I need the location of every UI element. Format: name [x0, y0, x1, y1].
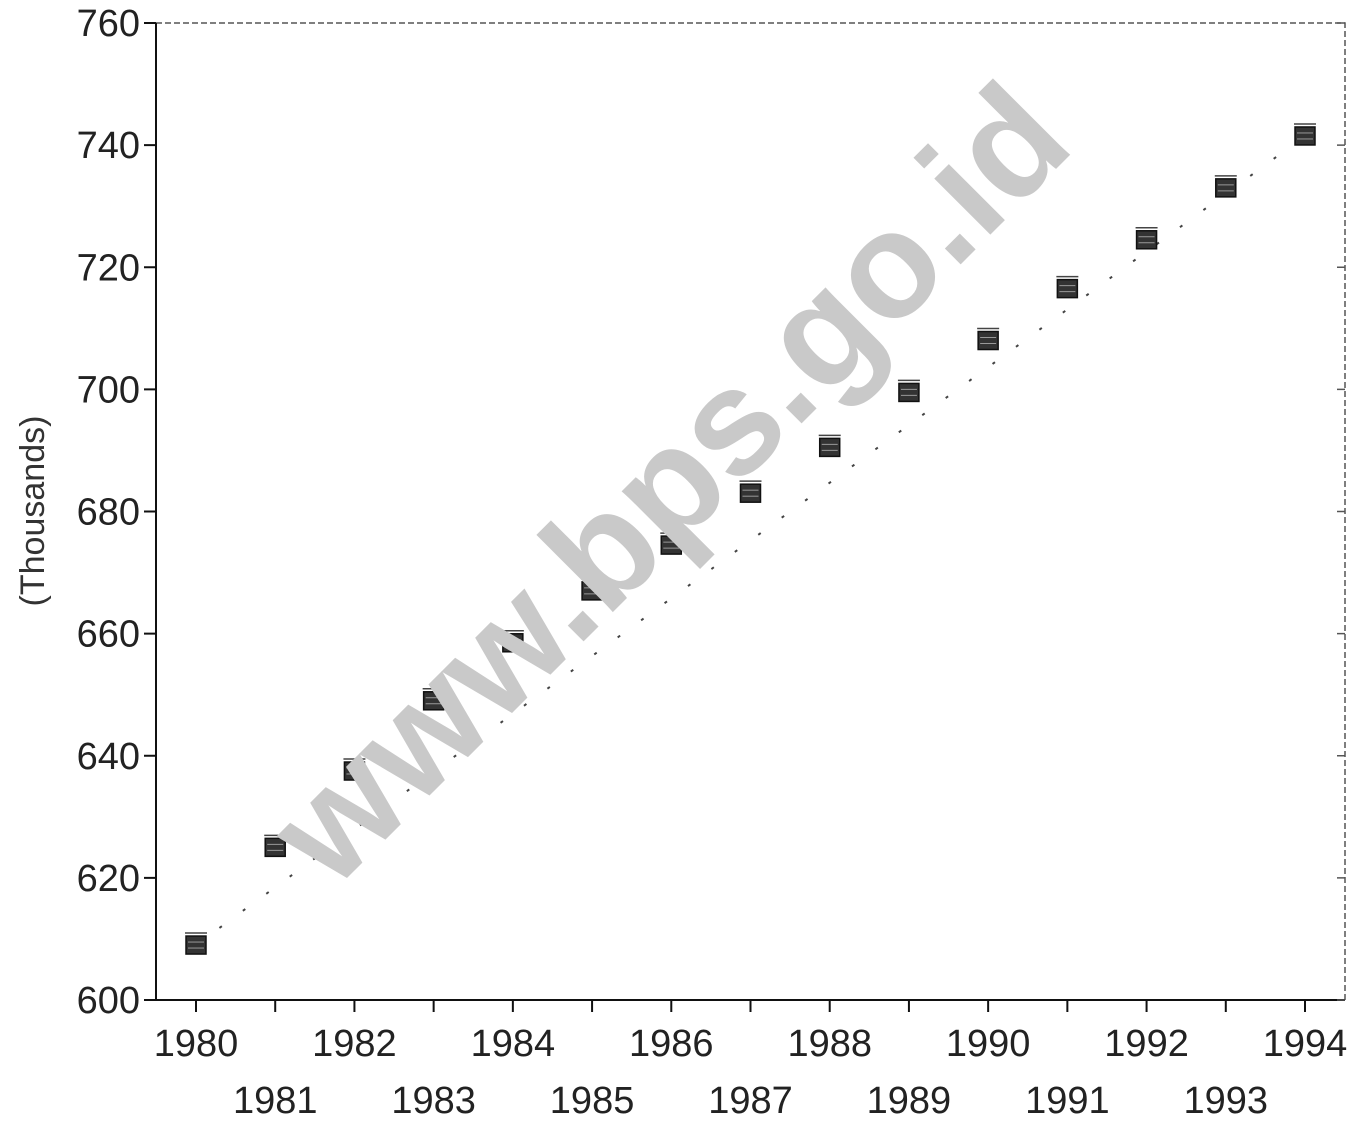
data-point-marker — [897, 379, 920, 403]
x-tick-label: 1990 — [946, 1023, 1031, 1065]
data-point-marker — [501, 630, 524, 653]
y-tick-label: 660 — [77, 614, 140, 656]
y-tick-label: 760 — [77, 3, 140, 45]
data-point-marker — [264, 834, 287, 858]
data-point-marker — [1056, 275, 1079, 299]
y-tick-label: 600 — [77, 980, 140, 1022]
data-point-marker — [343, 758, 366, 781]
data-point-marker — [1135, 227, 1158, 250]
data-point-marker — [977, 327, 1000, 351]
y-tick-label: 680 — [77, 492, 140, 534]
x-tick-label: 1980 — [154, 1023, 239, 1065]
data-point-marker — [581, 578, 604, 601]
x-tick-label: 1983 — [391, 1080, 476, 1122]
y-tick-label: 700 — [77, 369, 140, 411]
x-axis-ticks: 1980 1981 1982 1983 1984 1985 1986 1987 1988 1989… — [154, 1000, 1348, 1122]
x-tick-label: 1986 — [629, 1023, 714, 1065]
data-point-marker — [185, 932, 207, 955]
x-tick-label: 1989 — [867, 1080, 952, 1122]
y-tick-label: 720 — [77, 247, 140, 289]
data-points — [185, 123, 1316, 955]
y-tick-label: 640 — [77, 736, 140, 778]
x-tick-label: 1981 — [233, 1080, 318, 1122]
data-point-marker — [422, 688, 445, 711]
y-axis-title: (Thousands) — [14, 416, 52, 607]
x-tick-label: 1988 — [787, 1023, 872, 1065]
x-tick-label: 1993 — [1184, 1080, 1269, 1122]
x-tick-label: 1987 — [708, 1080, 793, 1122]
x-tick-label: 1984 — [471, 1023, 556, 1065]
x-tick-label: 1982 — [312, 1023, 397, 1065]
y-tick-label: 740 — [77, 125, 140, 167]
data-point-marker — [1214, 175, 1237, 198]
y-tick-label: 620 — [77, 858, 140, 900]
x-tick-label: 1994 — [1263, 1023, 1348, 1065]
y-axis-ticks: 600 620 640 660 680 700 720 740 760 — [77, 3, 1345, 1022]
x-tick-label: 1992 — [1104, 1023, 1189, 1065]
data-point-marker — [818, 434, 841, 458]
watermark: www.bps.go.id — [236, 52, 1100, 916]
x-tick-label: 1991 — [1025, 1080, 1110, 1122]
data-point-marker — [1294, 123, 1316, 146]
x-tick-label: 1985 — [550, 1080, 635, 1122]
data-point-marker — [739, 480, 762, 503]
data-point-marker — [660, 532, 683, 555]
